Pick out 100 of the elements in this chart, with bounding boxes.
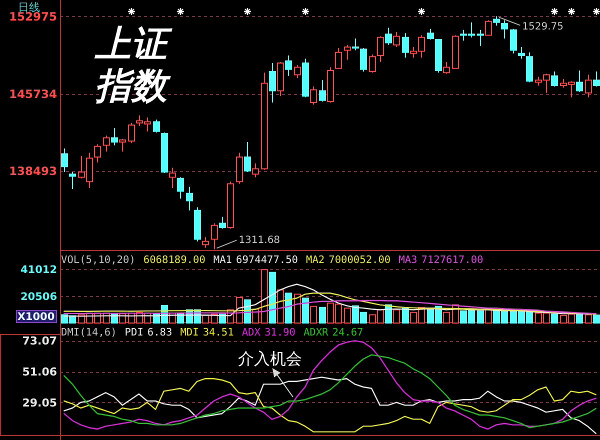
candlestick [161, 132, 168, 174]
candlestick [344, 44, 351, 60]
candlestick [128, 122, 135, 144]
y-tick-label: 138493 [8, 164, 57, 178]
y-tick-label: 51.06 [22, 365, 58, 378]
y-tick-label: 20506 [20, 290, 57, 303]
candlestick [551, 71, 558, 88]
annotation: 6068189.00 [143, 254, 206, 266]
annotation: 7000052.00 [328, 254, 391, 266]
line-series [64, 292, 596, 314]
legend-label: PDI [124, 326, 144, 338]
annotation: 6974477.50 [236, 254, 298, 266]
candlestick [452, 34, 459, 69]
candlestick [360, 48, 367, 72]
candlestick [285, 55, 292, 76]
candlestick [244, 142, 251, 172]
bar [261, 269, 268, 324]
legend-label: ADXR [303, 326, 328, 338]
candlestick [493, 16, 500, 26]
candlestick [485, 20, 492, 36]
legend-label: ADX [242, 326, 260, 338]
candlestick [302, 58, 309, 98]
candlestick [319, 80, 326, 102]
candlestick [103, 135, 110, 152]
candlestick [194, 206, 201, 242]
candlestick [186, 186, 193, 211]
candlestick [277, 61, 284, 97]
bar [585, 314, 592, 324]
bar [593, 314, 600, 324]
candlestick [477, 29, 484, 46]
bar [319, 306, 326, 324]
candlestick [261, 72, 268, 170]
candlestick [393, 32, 400, 48]
legend-label: MA2 [306, 254, 325, 266]
annotation: 1529.75 [522, 21, 564, 32]
bar [202, 314, 209, 324]
bar [402, 308, 409, 324]
candlestick [510, 28, 517, 54]
candlestick [518, 46, 525, 60]
y-tick-label: 145734 [8, 86, 57, 101]
annotation: 24.67 [332, 326, 364, 338]
candlestick [94, 144, 101, 163]
candlestick [402, 32, 409, 58]
candlestick [269, 62, 276, 104]
annotation: 1311.68 [238, 235, 280, 246]
candlestick [377, 36, 384, 62]
chart-title: DMI(14,6) [61, 326, 117, 338]
line-series [64, 340, 596, 430]
candlestick [252, 162, 259, 178]
bar [477, 310, 484, 324]
candlestick [219, 216, 226, 230]
candlestick [310, 86, 317, 106]
candlestick [211, 222, 218, 250]
candlestick [593, 71, 600, 88]
candlestick [177, 176, 184, 200]
bar [344, 308, 351, 324]
candlestick [119, 138, 126, 152]
candlestick [576, 70, 583, 92]
bar [551, 314, 558, 324]
candlestick [69, 171, 76, 190]
legend-label: MA1 [213, 254, 232, 266]
candlestick [169, 167, 176, 188]
candlestick [352, 38, 359, 51]
candlestick [435, 39, 442, 74]
legend-label: MDI [180, 326, 199, 338]
annotation: 介入机会 [238, 349, 302, 368]
y-tick-label: 29.05 [22, 396, 57, 410]
chart-title: 上证指数 [95, 24, 174, 108]
candlestick [427, 28, 434, 40]
annotation: 34.51 [202, 326, 234, 338]
bar [393, 309, 400, 324]
candlestick [227, 181, 234, 230]
chart-title: VOL(5,10,20) [61, 254, 136, 266]
candlestick [385, 27, 392, 46]
candlestick [236, 152, 243, 184]
candlestick [335, 48, 342, 69]
candlestick [327, 66, 334, 104]
candlestick [443, 61, 450, 74]
candlestick [501, 20, 508, 39]
bar [310, 306, 317, 324]
candlestick [111, 128, 118, 146]
candlestick [294, 64, 301, 78]
bar [302, 298, 309, 324]
candlestick [369, 54, 376, 74]
bar [269, 272, 276, 324]
annotation: 6.83 [147, 326, 172, 338]
candlestick [585, 74, 592, 98]
bar [285, 292, 292, 324]
bar [294, 294, 301, 324]
candlestick [526, 52, 533, 83]
annotation: 31.90 [264, 326, 296, 338]
line-series [64, 300, 596, 314]
legend-label: MA3 [398, 254, 418, 266]
y-tick-label: 73.07 [22, 334, 57, 348]
candlestick [153, 119, 160, 133]
bar [443, 312, 450, 324]
candlestick [61, 148, 68, 172]
annotation: 7127617.00 [421, 254, 484, 266]
candlestick [202, 236, 209, 248]
bar [277, 289, 284, 324]
